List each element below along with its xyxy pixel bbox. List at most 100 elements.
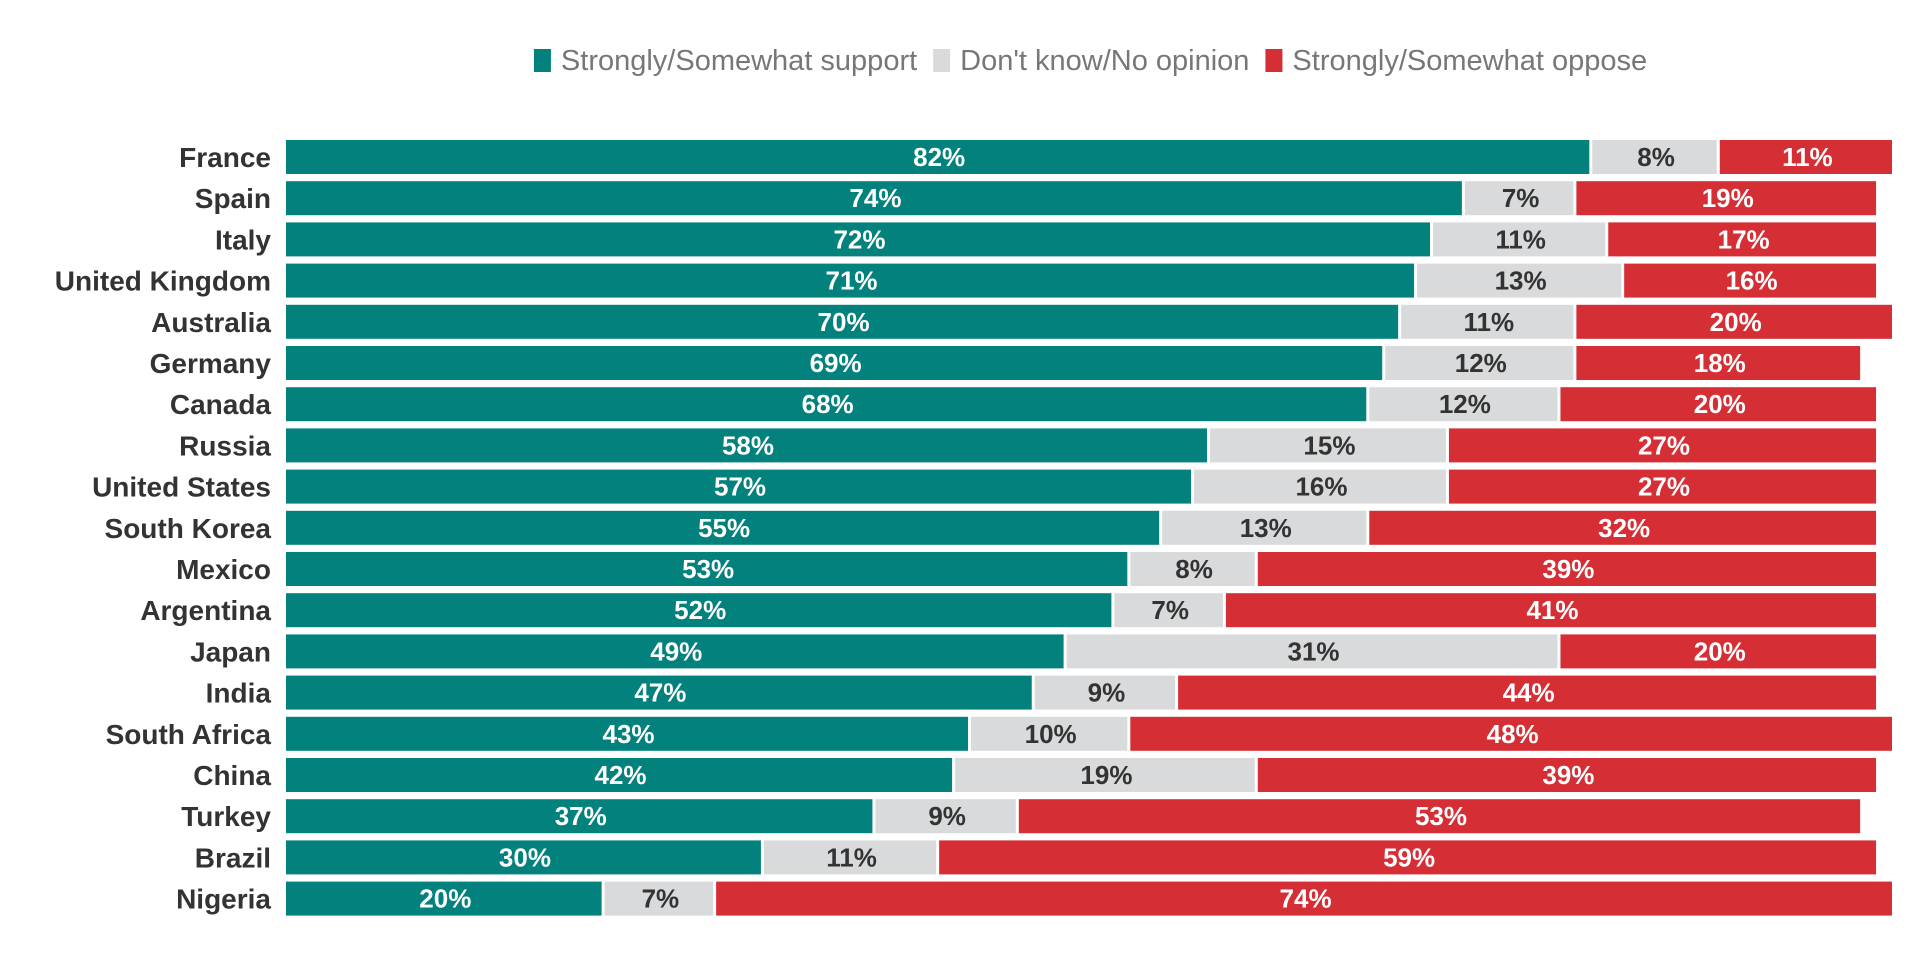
legend-swatch-don-t-know-no-opinion — [933, 49, 951, 72]
data-label-germany-strongly-somewhat-oppose: 18% — [1694, 348, 1746, 378]
bar-row-france: France 82% 8% 11% — [179, 140, 1892, 174]
bar-segment-nigeria-strongly-somewhat-support — [286, 881, 602, 916]
category-label-spain: Spain — [195, 183, 271, 214]
bar-row-argentina: Argentina 52% 7% 41% — [140, 593, 1877, 628]
data-label-italy-don-t-know-no-opinion: 11% — [1495, 224, 1546, 254]
data-label-france-strongly-somewhat-support: 82% — [913, 142, 965, 172]
bar-segment-nigeria-don-t-know-no-opinion — [604, 881, 714, 916]
data-label-russia-don-t-know-no-opinion: 15% — [1303, 430, 1355, 460]
bar-segment-united-states-don-t-know-no-opinion — [1194, 469, 1446, 504]
category-label-argentina: Argentina — [140, 595, 271, 626]
data-label-germany-strongly-somewhat-support: 69% — [810, 348, 862, 378]
bar-segment-united-kingdom-don-t-know-no-opinion — [1417, 263, 1622, 298]
bar-segment-france-strongly-somewhat-support — [286, 140, 1590, 174]
data-label-brazil-don-t-know-no-opinion: 11% — [826, 842, 877, 872]
data-label-turkey-strongly-somewhat-oppose: 53% — [1415, 801, 1467, 831]
data-label-russia-strongly-somewhat-oppose: 27% — [1638, 430, 1690, 460]
category-label-japan: Japan — [190, 636, 271, 667]
data-label-japan-strongly-somewhat-support: 49% — [650, 636, 702, 666]
bar-segment-south-korea-strongly-somewhat-oppose — [1369, 510, 1877, 545]
category-label-russia: Russia — [179, 430, 271, 461]
bar-segment-russia-strongly-somewhat-oppose — [1448, 428, 1877, 463]
category-label-australia: Australia — [151, 307, 271, 338]
bar-segment-india-don-t-know-no-opinion — [1034, 675, 1176, 710]
bar-row-india: India 47% 9% 44% — [206, 675, 1877, 710]
bar-segment-argentina-strongly-somewhat-support — [286, 593, 1112, 628]
bar-segment-canada-don-t-know-no-opinion — [1369, 387, 1558, 422]
data-label-spain-strongly-somewhat-oppose: 19% — [1702, 183, 1754, 213]
bar-row-italy: Italy 72% 11% 17% — [215, 222, 1877, 257]
data-label-germany-don-t-know-no-opinion: 12% — [1455, 348, 1507, 378]
data-label-south-africa-don-t-know-no-opinion: 10% — [1025, 719, 1077, 749]
bar-segment-russia-don-t-know-no-opinion — [1209, 428, 1446, 463]
data-label-india-don-t-know-no-opinion: 9% — [1088, 678, 1126, 708]
data-label-india-strongly-somewhat-oppose: 44% — [1503, 678, 1555, 708]
bar-segment-germany-strongly-somewhat-support — [286, 346, 1383, 380]
bar-segment-germany-strongly-somewhat-oppose — [1576, 346, 1861, 380]
category-label-south-africa: South Africa — [106, 719, 272, 750]
bar-segment-mexico-strongly-somewhat-oppose — [1257, 552, 1877, 586]
category-label-italy: Italy — [215, 224, 271, 255]
data-label-canada-strongly-somewhat-oppose: 20% — [1694, 389, 1746, 419]
data-label-canada-don-t-know-no-opinion: 12% — [1439, 389, 1491, 419]
category-label-south-korea: South Korea — [105, 513, 272, 544]
bar-segment-spain-don-t-know-no-opinion — [1464, 181, 1574, 216]
category-label-united-states: United States — [92, 472, 271, 503]
data-label-south-korea-don-t-know-no-opinion: 13% — [1240, 513, 1292, 543]
category-label-india: India — [206, 678, 272, 709]
bar-row-nigeria: Nigeria 20% 7% 74% — [176, 881, 1893, 916]
bar-row-brazil: Brazil 30% 11% 59% — [195, 840, 1877, 875]
category-label-brazil: Brazil — [195, 842, 271, 873]
bar-segment-brazil-strongly-somewhat-support — [286, 840, 761, 875]
bar-segment-south-africa-strongly-somewhat-support — [286, 716, 969, 751]
data-label-spain-don-t-know-no-opinion: 7% — [1502, 183, 1540, 213]
bar-segment-united-kingdom-strongly-somewhat-support — [286, 263, 1415, 298]
data-label-united-states-strongly-somewhat-support: 57% — [714, 472, 766, 502]
bar-segment-china-don-t-know-no-opinion — [955, 758, 1255, 792]
bar-segment-turkey-don-t-know-no-opinion — [875, 799, 1016, 834]
bar-row-south-africa: South Africa 43% 10% 48% — [106, 716, 1892, 751]
bar-segment-spain-strongly-somewhat-support — [286, 181, 1462, 216]
data-label-nigeria-don-t-know-no-opinion: 7% — [642, 884, 680, 914]
category-label-canada: Canada — [170, 389, 272, 420]
data-label-turkey-don-t-know-no-opinion: 9% — [928, 801, 966, 831]
bar-segment-argentina-don-t-know-no-opinion — [1114, 593, 1223, 628]
bar-row-mexico: Mexico 53% 8% 39% — [176, 552, 1877, 586]
bar-segment-australia-don-t-know-no-opinion — [1401, 304, 1574, 339]
data-label-nigeria-strongly-somewhat-oppose: 74% — [1280, 884, 1332, 914]
legend: Strongly/Somewhat support Don't know/No o… — [533, 45, 1647, 77]
bar-segment-italy-strongly-somewhat-oppose — [1608, 222, 1877, 257]
category-label-nigeria: Nigeria — [176, 884, 271, 915]
legend-swatch-strongly-somewhat-support — [533, 49, 551, 72]
data-label-spain-strongly-somewhat-support: 74% — [849, 183, 901, 213]
bar-segment-mexico-strongly-somewhat-support — [286, 552, 1128, 586]
bar-segment-brazil-strongly-somewhat-oppose — [939, 840, 1877, 875]
bar-row-united-kingdom: United Kingdom 71% 13% 16% — [55, 263, 1877, 298]
bar-segment-italy-don-t-know-no-opinion — [1433, 222, 1606, 257]
data-label-china-strongly-somewhat-oppose: 39% — [1542, 760, 1594, 790]
data-label-japan-strongly-somewhat-oppose: 20% — [1694, 636, 1746, 666]
bar-segment-china-strongly-somewhat-support — [286, 758, 953, 792]
legend-label-strongly-somewhat-support: Strongly/Somewhat support — [561, 45, 917, 77]
bar-segment-australia-strongly-somewhat-support — [286, 304, 1399, 339]
data-label-italy-strongly-somewhat-support: 72% — [833, 224, 885, 254]
category-label-france: France — [179, 142, 271, 173]
bar-segment-united-states-strongly-somewhat-support — [286, 469, 1192, 504]
legend-item-strongly-somewhat-oppose: Strongly/Somewhat oppose — [1265, 45, 1647, 77]
bar-segment-south-korea-strongly-somewhat-support — [286, 510, 1160, 545]
bar-segment-united-kingdom-strongly-somewhat-oppose — [1624, 263, 1877, 298]
data-label-argentina-strongly-somewhat-oppose: 41% — [1526, 595, 1578, 625]
bar-segment-spain-strongly-somewhat-oppose — [1576, 181, 1877, 216]
data-label-russia-strongly-somewhat-support: 58% — [722, 430, 774, 460]
data-label-united-kingdom-strongly-somewhat-support: 71% — [826, 266, 878, 296]
data-label-brazil-strongly-somewhat-oppose: 59% — [1383, 842, 1435, 872]
data-label-france-don-t-know-no-opinion: 8% — [1637, 142, 1675, 172]
bar-row-turkey: Turkey 37% 9% 53% — [181, 799, 1861, 834]
bar-segment-china-strongly-somewhat-oppose — [1257, 758, 1877, 792]
category-label-germany: Germany — [150, 348, 272, 379]
data-label-china-don-t-know-no-opinion: 19% — [1080, 760, 1132, 790]
bar-segment-germany-don-t-know-no-opinion — [1385, 346, 1574, 380]
data-label-australia-strongly-somewhat-support: 70% — [818, 307, 870, 337]
